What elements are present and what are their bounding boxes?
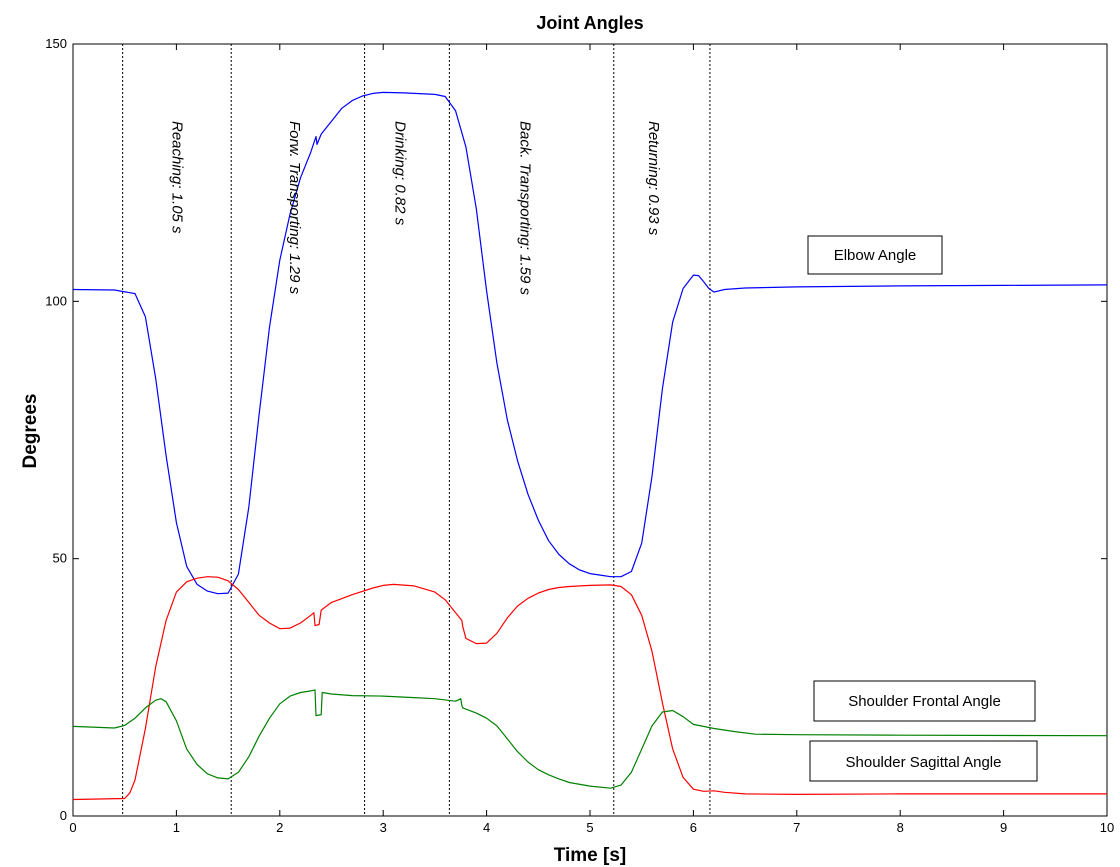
annotation-text-frontal: Shoulder Frontal Angle bbox=[848, 693, 1001, 710]
series-line-sagittal bbox=[72, 576, 1107, 801]
series-lines bbox=[72, 91, 1108, 801]
annotation-box-elbow bbox=[807, 235, 943, 275]
x-tick-label: 1 bbox=[173, 820, 180, 835]
annotation-box-frontal bbox=[813, 680, 1036, 722]
annotation-text-elbow: Elbow Angle bbox=[834, 247, 917, 264]
x-tick-label: 0 bbox=[69, 820, 76, 835]
annotation-text-sagittal: Shoulder Sagittal Angle bbox=[846, 754, 1002, 771]
x-tick-label: 10 bbox=[1100, 820, 1114, 835]
x-tick-label: 8 bbox=[897, 820, 904, 835]
annotation-elbow-angle: Elbow Angle bbox=[807, 235, 943, 275]
x-tick-label: 9 bbox=[1000, 820, 1007, 835]
annotation-box-sagittal bbox=[809, 740, 1038, 782]
phase-label: Reaching: 1.05 s bbox=[168, 121, 185, 234]
series-line-elbow bbox=[72, 91, 1108, 595]
x-axis-title: Time [s] bbox=[554, 845, 627, 866]
phase-boundaries bbox=[122, 44, 711, 816]
y-tick-label: 100 bbox=[45, 293, 67, 308]
x-tick-label: 3 bbox=[380, 820, 387, 835]
x-tick-label: 6 bbox=[690, 820, 697, 835]
x-tick-label: 5 bbox=[586, 820, 593, 835]
phase-label: Forw. Transporting: 1.29 s bbox=[286, 121, 303, 295]
y-tick-label: 0 bbox=[60, 808, 67, 823]
annotation-shoulder-sagittal-angle: Shoulder Sagittal Angle bbox=[809, 740, 1038, 782]
phase-label: Drinking: 0.82 s bbox=[392, 121, 409, 226]
y-axis-title: Degrees bbox=[20, 394, 41, 469]
phase-label: Back. Transporting: 1.59 s bbox=[517, 121, 534, 295]
x-tick-label: 7 bbox=[793, 820, 800, 835]
series-line-frontal bbox=[72, 689, 1108, 789]
x-tick-label: 4 bbox=[483, 820, 490, 835]
x-tick-label: 2 bbox=[276, 820, 283, 835]
annotation-shoulder-frontal-angle: Shoulder Frontal Angle bbox=[813, 680, 1036, 722]
y-tick-label: 50 bbox=[53, 551, 67, 566]
phase-labels: Reaching: 1.05 s Forw. Transporting: 1.29… bbox=[168, 121, 662, 295]
chart-title: Joint Angles bbox=[536, 13, 643, 33]
y-tick-label: 150 bbox=[45, 36, 67, 51]
phase-label: Returning: 0.93 s bbox=[645, 121, 662, 236]
